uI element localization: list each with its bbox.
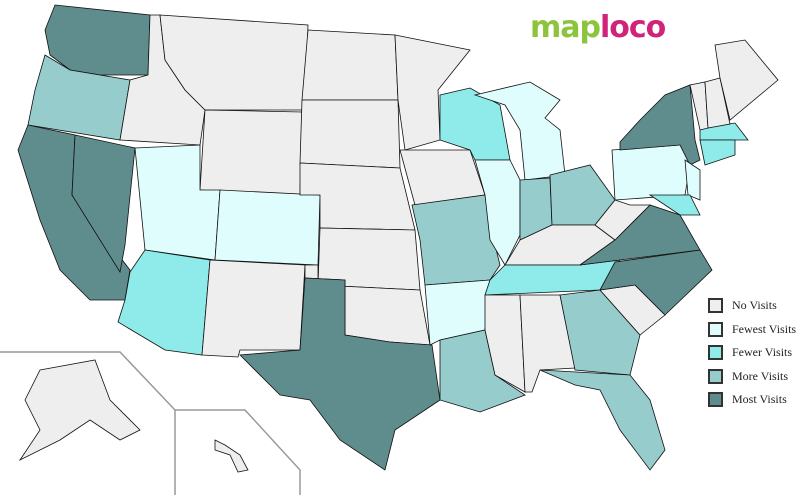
legend-item-fewer-visits: Fewer Visits xyxy=(708,341,796,365)
legend-item-no-visits: No Visits xyxy=(708,294,796,318)
state-co[interactable] xyxy=(214,189,321,266)
legend-swatch xyxy=(708,368,723,384)
state-nd[interactable] xyxy=(301,29,399,101)
legend-swatch xyxy=(708,298,723,314)
legend-label: More Visits xyxy=(732,368,789,383)
state-ga[interactable] xyxy=(559,289,641,376)
alaska-inset-border xyxy=(0,351,176,495)
state-ak[interactable] xyxy=(18,359,141,462)
state-pa[interactable] xyxy=(611,144,691,201)
state-fl[interactable] xyxy=(539,369,666,471)
state-wv[interactable] xyxy=(594,199,651,241)
state-nm[interactable] xyxy=(201,259,306,358)
state-md[interactable] xyxy=(648,194,701,216)
legend-swatch xyxy=(708,392,723,408)
state-ct[interactable] xyxy=(699,139,736,166)
state-va[interactable] xyxy=(579,204,701,266)
state-hi[interactable] xyxy=(214,439,249,473)
state-nv[interactable] xyxy=(71,134,136,274)
legend-label: Fewer Visits xyxy=(732,345,793,360)
legend-swatch xyxy=(708,345,723,361)
hawaii-inset-border xyxy=(175,409,301,495)
state-me[interactable] xyxy=(714,39,779,121)
state-sd[interactable] xyxy=(299,99,401,169)
state-ms[interactable] xyxy=(484,294,526,393)
maploco-logo: maploco xyxy=(530,10,666,45)
state-wy[interactable] xyxy=(199,109,303,196)
legend-item-fewest-visits: Fewest Visits xyxy=(708,318,796,342)
state-az[interactable] xyxy=(117,249,211,356)
state-ny[interactable] xyxy=(619,84,701,166)
legend-item-more-visits: More Visits xyxy=(708,365,796,389)
state-tx[interactable] xyxy=(239,277,441,471)
state-il[interactable] xyxy=(474,159,521,266)
state-mi[interactable] xyxy=(473,81,566,181)
legend-label: Fewest Visits xyxy=(732,321,797,336)
legend-label: Most Visits xyxy=(732,392,787,407)
legend-swatch xyxy=(708,321,723,337)
state-nh[interactable] xyxy=(704,77,731,129)
legend-label: No Visits xyxy=(732,298,777,313)
state-nc[interactable] xyxy=(599,249,713,316)
state-nj[interactable] xyxy=(684,159,701,201)
legend-item-most-visits: Most Visits xyxy=(708,388,796,412)
legend: No Visits Fewest Visits Fewer Visits Mor… xyxy=(708,294,796,412)
